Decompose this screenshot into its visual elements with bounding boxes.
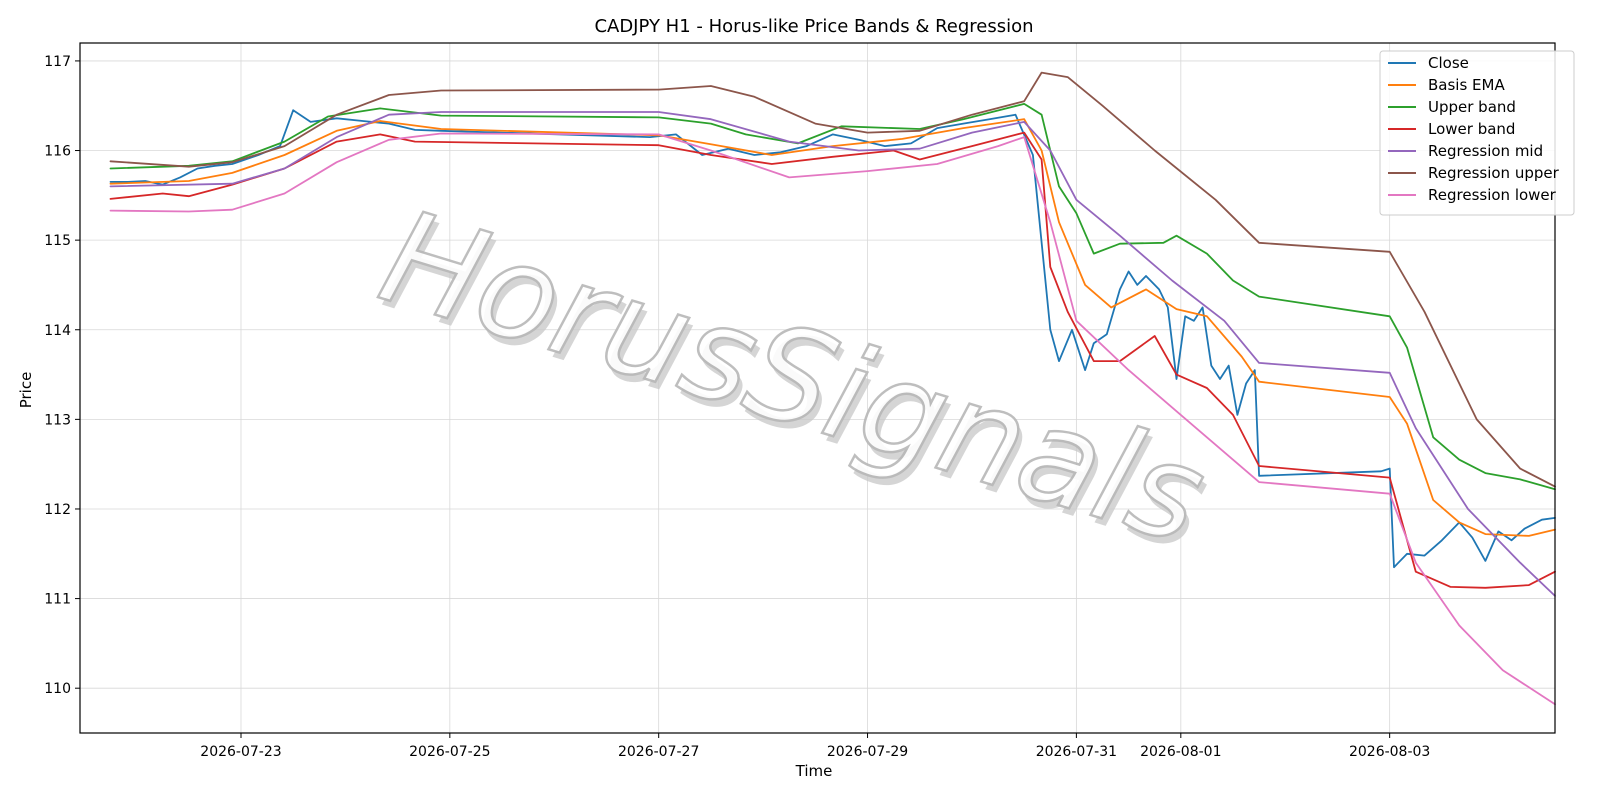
x-tick-label: 2026-07-29 <box>827 744 908 760</box>
legend-label-regression-mid: Regression mid <box>1428 142 1543 160</box>
grid-lines <box>80 43 1555 733</box>
series-lines <box>109 71 1556 706</box>
legend-label-lower-band: Lower band <box>1428 120 1515 138</box>
x-tick-label: 2026-08-01 <box>1140 744 1221 760</box>
legend-label-basis-ema: Basis EMA <box>1428 76 1505 94</box>
series-line-basis-ema <box>109 118 1556 537</box>
series-line-lower-band <box>109 131 1556 589</box>
watermark-text: HorusSignals <box>366 180 1221 573</box>
legend: Close Basis EMA Upper band Lower band Regres… <box>1379 50 1575 216</box>
legend-label-regression-lower: Regression lower <box>1428 186 1557 204</box>
legend-label-upper-band: Upper band <box>1428 98 1516 116</box>
y-tick-label: 116 <box>44 144 71 160</box>
y-tick-label: 117 <box>44 54 71 70</box>
y-tick-label: 111 <box>44 592 71 608</box>
series-line-regression-lower <box>109 132 1556 706</box>
y-tick-label: 112 <box>44 502 71 518</box>
y-tick-label: 115 <box>44 233 71 249</box>
x-tick-label: 2026-07-25 <box>409 744 490 760</box>
x-axis: 2026-07-23 2026-07-25 2026-07-27 2026-07-29… <box>200 733 1430 760</box>
x-tick-label: 2026-08-03 <box>1349 744 1430 760</box>
series-line-close <box>109 109 1556 569</box>
x-tick-label: 2026-07-23 <box>200 744 281 760</box>
legend-box <box>1379 50 1575 216</box>
y-tick-label: 113 <box>44 412 71 428</box>
series-line-regression-mid <box>109 111 1556 597</box>
plot-frame <box>79 42 1556 734</box>
x-axis-label: Time <box>795 762 833 780</box>
x-tick-label: 2026-07-31 <box>1036 744 1117 760</box>
chart-title: CADJPY H1 - Horus-like Price Bands & Reg… <box>594 16 1033 37</box>
y-tick-label: 110 <box>44 681 71 697</box>
legend-label-close: Close <box>1428 54 1469 72</box>
series-line-regression-upper <box>109 71 1556 488</box>
legend-label-regression-upper: Regression upper <box>1428 164 1560 182</box>
y-axis: 110 111 112 113 114 115 116 117 <box>44 54 80 697</box>
x-tick-label: 2026-07-27 <box>618 744 699 760</box>
y-tick-label: 114 <box>44 323 71 339</box>
y-axis-label: Price <box>17 372 35 409</box>
